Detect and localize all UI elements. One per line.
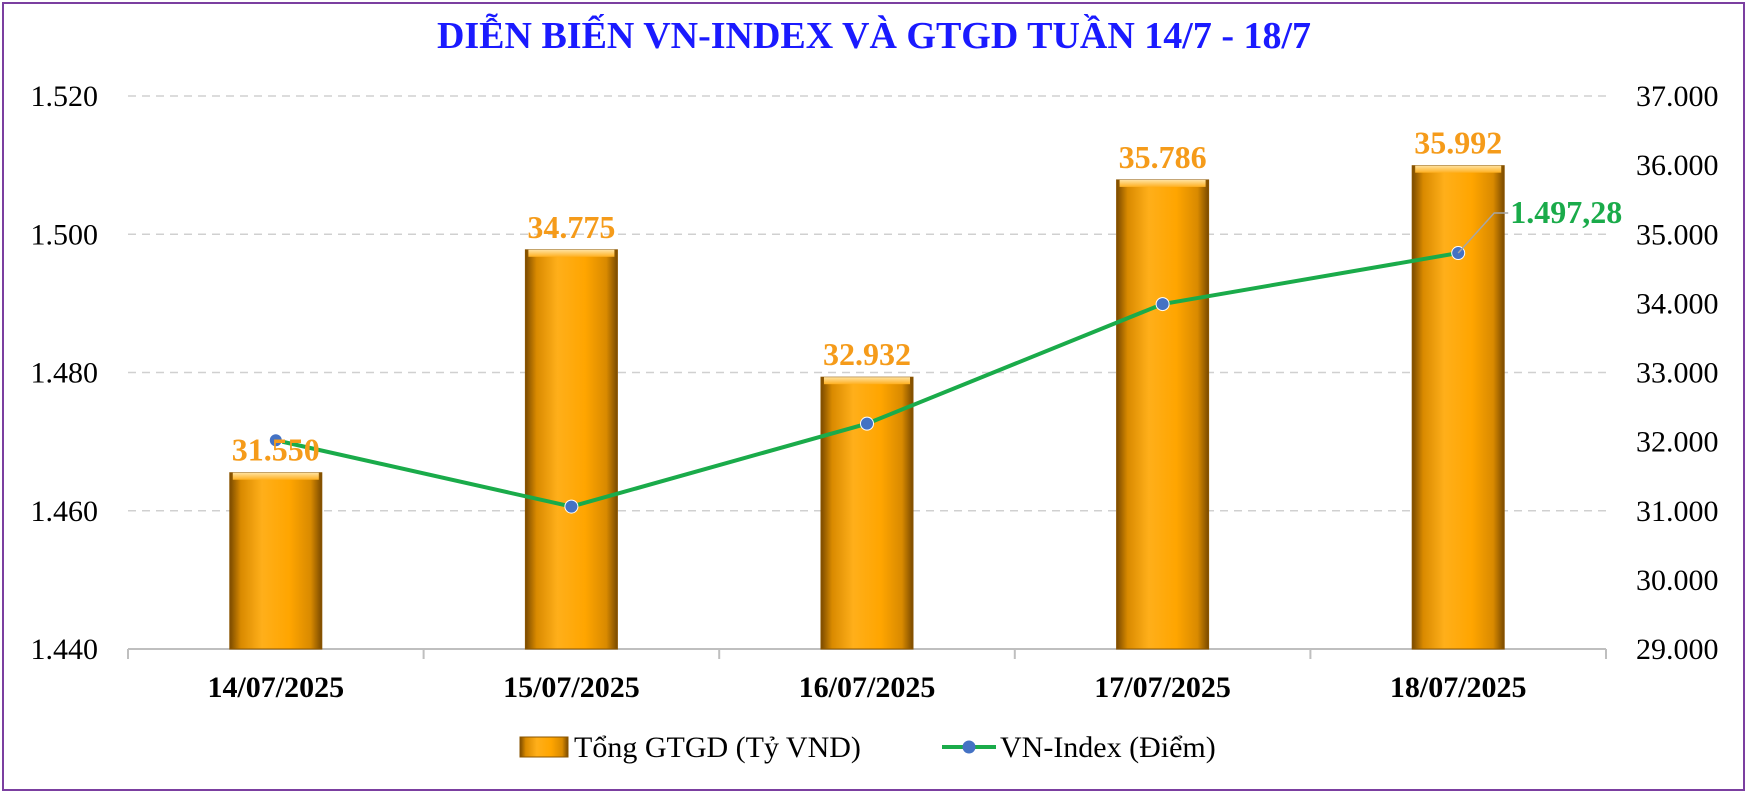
bar-14/07/2025 bbox=[229, 472, 323, 650]
y-left-tick-label: 1.460 bbox=[31, 495, 99, 528]
bar-15/07/2025 bbox=[524, 249, 618, 650]
y-left-tick-label: 1.440 bbox=[31, 633, 99, 666]
bar-value-label: 35.992 bbox=[1414, 125, 1502, 161]
x-category-label: 15/07/2025 bbox=[503, 671, 640, 704]
y-right-tick-label: 35.000 bbox=[1636, 218, 1719, 251]
bar-bevel bbox=[528, 249, 615, 257]
bar-value-label: 34.775 bbox=[527, 209, 615, 245]
legend-line-marker bbox=[962, 740, 976, 754]
legend-bar-label: Tổng GTGD (Tỷ VND) bbox=[574, 731, 861, 764]
bar-bevel bbox=[824, 377, 910, 385]
line-label-leader bbox=[1457, 212, 1509, 254]
bar-value-label: 35.786 bbox=[1119, 139, 1207, 175]
y-right-tick-label: 31.000 bbox=[1636, 495, 1719, 528]
vn-index-point-16/07/2025 bbox=[860, 416, 874, 431]
bar-bevel bbox=[1119, 179, 1206, 187]
x-category-label: 14/07/2025 bbox=[207, 671, 344, 704]
bar-17/07/2025 bbox=[1116, 179, 1210, 650]
legend-bar-swatch bbox=[519, 736, 569, 758]
x-category-label: 17/07/2025 bbox=[1094, 671, 1231, 704]
legend: Tổng GTGD (Tỷ VND) VN-Index (Điểm) bbox=[519, 731, 1216, 764]
y-left-tick-label: 1.520 bbox=[31, 80, 99, 113]
y-right-tick-label: 29.000 bbox=[1636, 633, 1719, 666]
x-category-label: 16/07/2025 bbox=[799, 671, 936, 704]
bar-bevel bbox=[1415, 165, 1502, 173]
y-right-tick-label: 32.000 bbox=[1636, 426, 1719, 459]
bar-series bbox=[229, 165, 1505, 650]
vn-index-point-17/07/2025 bbox=[1155, 297, 1170, 312]
y-right-tick-label: 33.000 bbox=[1636, 357, 1719, 390]
chart-title: DIỄN BIẾN VN-INDEX VÀ GTGD TUẦN 14/7 - 1… bbox=[437, 13, 1311, 57]
line-series bbox=[268, 246, 1466, 514]
vn-index-point-14/07/2025 bbox=[268, 433, 283, 448]
y-left-tick-label: 1.480 bbox=[31, 357, 99, 390]
bar-bevel bbox=[232, 472, 319, 480]
bar-18/07/2025 bbox=[1411, 165, 1505, 650]
bar-value-label: 31.550 bbox=[232, 432, 320, 468]
y-right-tick-label: 34.000 bbox=[1636, 287, 1719, 320]
y-right-tick-label: 37.000 bbox=[1636, 80, 1719, 113]
y-right-tick-label: 36.000 bbox=[1636, 149, 1719, 182]
vn-index-last-label: 1.497,28 bbox=[1510, 194, 1622, 230]
y-left-tick-label: 1.500 bbox=[31, 218, 99, 251]
vn-index-point-15/07/2025 bbox=[564, 499, 579, 514]
legend-line-label: VN-Index (Điểm) bbox=[1000, 731, 1216, 764]
bar-value-label: 32.932 bbox=[823, 336, 911, 372]
x-category-label: 18/07/2025 bbox=[1390, 671, 1527, 704]
y-right-tick-label: 30.000 bbox=[1636, 564, 1719, 597]
